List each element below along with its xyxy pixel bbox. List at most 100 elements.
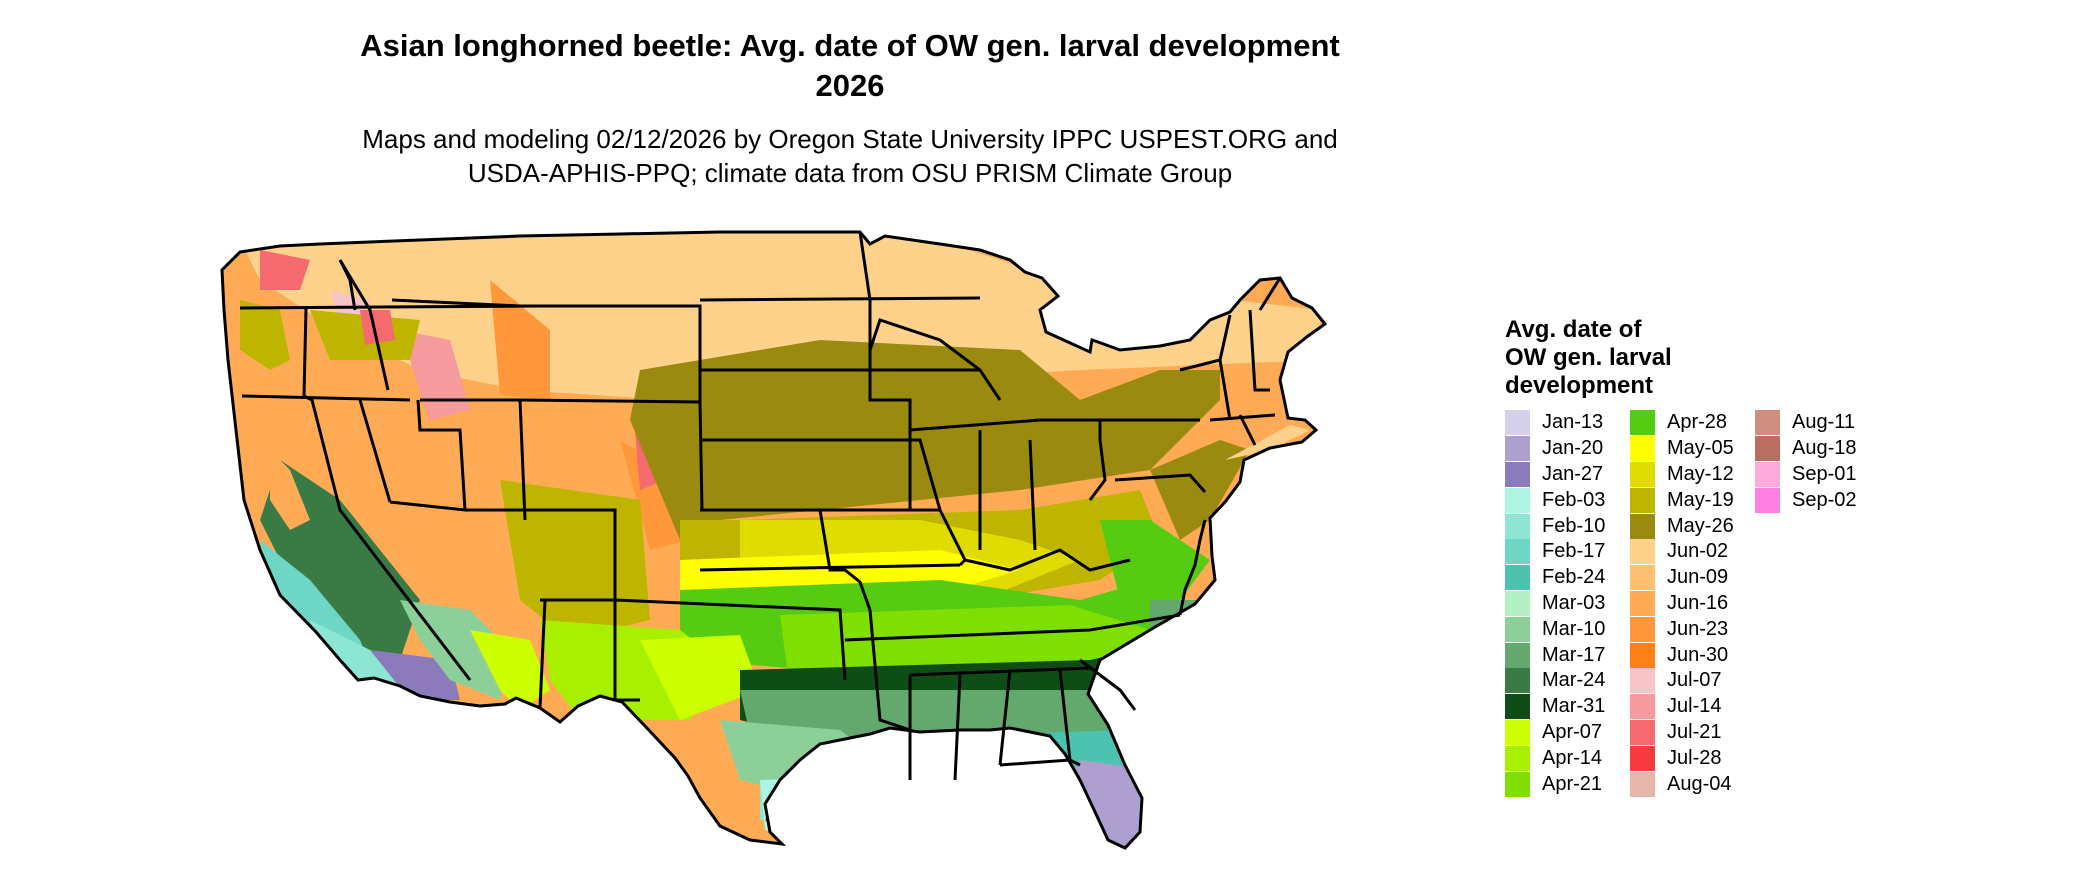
legend-label: Apr-28 [1667, 411, 1728, 434]
legend-item: Mar-31 [1505, 694, 1605, 720]
legend-label: Jan-27 [1542, 462, 1604, 485]
legend-item: Mar-03 [1505, 590, 1605, 617]
legend-swatch [1630, 694, 1655, 720]
legend-item: Jan-27 [1505, 461, 1605, 488]
legend-item: Feb-03 [1505, 487, 1605, 513]
legend-item: May-12 [1630, 461, 1734, 488]
legend-item: May-26 [1630, 513, 1734, 539]
legend-label: Sep-02 [1792, 488, 1857, 511]
legend-swatch [1505, 719, 1530, 745]
legend-item: Jul-14 [1630, 694, 1734, 720]
legend-swatch [1630, 719, 1655, 745]
legend-label: May-26 [1667, 514, 1734, 537]
legend-label: Sep-01 [1792, 462, 1857, 485]
legend-item: Apr-14 [1505, 745, 1605, 771]
legend-swatch [1505, 771, 1530, 797]
legend-label: Mar-24 [1542, 669, 1606, 692]
legend-swatch [1630, 668, 1655, 694]
legend-item: Aug-04 [1630, 771, 1734, 797]
legend-swatch [1755, 461, 1780, 487]
legend-item: May-05 [1630, 436, 1734, 462]
legend-swatch [1505, 616, 1530, 642]
legend-swatch [1505, 642, 1530, 668]
legend-label: May-12 [1667, 462, 1734, 485]
legend-swatch [1630, 590, 1655, 616]
legend-swatch [1755, 410, 1780, 436]
legend-item: Aug-11 [1755, 410, 1857, 436]
legend-label: Jul-07 [1667, 669, 1722, 692]
legend-swatch [1505, 513, 1530, 539]
legend-label: Feb-10 [1542, 514, 1606, 537]
legend-label: Jun-09 [1667, 566, 1729, 589]
legend-swatch [1505, 694, 1530, 720]
legend-label: Feb-17 [1542, 540, 1606, 563]
legend-label: Apr-21 [1542, 772, 1603, 795]
development-zones [222, 232, 1325, 848]
legend-column-1: Jan-13 Jan-20 Jan-27 Feb-03 Feb-10 Feb-1… [1505, 410, 1605, 797]
legend-title-line-2: OW gen. larval [1505, 344, 1672, 371]
legend-item: Sep-01 [1755, 461, 1857, 488]
legend-item: Jul-21 [1630, 719, 1734, 746]
legend-item: Apr-28 [1630, 410, 1734, 436]
legend-item: Feb-10 [1505, 513, 1605, 539]
legend-item: Mar-10 [1505, 616, 1605, 642]
legend-item: Jun-30 [1630, 642, 1734, 668]
legend-label: Feb-03 [1542, 488, 1606, 511]
legend-item: Aug-18 [1755, 436, 1857, 462]
legend-label: Aug-11 [1792, 411, 1856, 434]
legend-item: Apr-21 [1505, 771, 1605, 797]
legend-label: May-05 [1667, 437, 1734, 460]
legend-label: Aug-18 [1792, 437, 1857, 460]
legend-swatch [1630, 565, 1655, 591]
legend-column-3: Aug-11 Aug-18 Sep-01 Sep-02 [1755, 410, 1857, 513]
legend-item: Jun-23 [1630, 616, 1734, 642]
legend-label: Mar-31 [1542, 695, 1606, 718]
legend-item: Mar-17 [1505, 642, 1605, 668]
map-credit-line-1: Maps and modeling 02/12/2026 by Oregon S… [362, 124, 1338, 154]
legend-swatch [1630, 771, 1655, 797]
legend-label: Jun-02 [1667, 540, 1729, 563]
us-map [220, 230, 1327, 850]
legend-swatch [1630, 461, 1655, 487]
map-title: Asian longhorned beetle: Avg. date of OW… [360, 28, 1340, 63]
legend-swatch [1630, 745, 1655, 771]
legend-item: Feb-17 [1505, 539, 1605, 565]
legend-item: Jan-13 [1505, 410, 1605, 436]
legend-label: Mar-17 [1542, 643, 1606, 666]
legend-item: Jun-09 [1630, 565, 1734, 591]
legend-column-2: Apr-28 May-05 May-12 May-19 May-26 Jun-0… [1630, 410, 1734, 797]
legend-swatch [1630, 616, 1655, 642]
legend-swatch [1505, 668, 1530, 694]
legend-item: Jun-02 [1630, 539, 1734, 565]
legend-swatch [1630, 513, 1655, 539]
legend-swatch [1505, 461, 1530, 487]
legend-item: Jul-28 [1630, 745, 1734, 771]
legend-label: Feb-24 [1542, 566, 1606, 589]
legend-swatch [1755, 487, 1780, 513]
legend-label: Aug-04 [1667, 772, 1732, 795]
legend-label: Jul-21 [1667, 720, 1722, 743]
legend-item: Apr-07 [1505, 719, 1605, 746]
legend-item: Jan-20 [1505, 436, 1605, 462]
legend-swatch [1505, 487, 1530, 513]
legend-label: Jun-23 [1667, 617, 1729, 640]
legend-swatch [1505, 436, 1530, 462]
legend-swatch [1630, 436, 1655, 462]
legend-swatch [1505, 410, 1530, 436]
legend-swatch [1630, 410, 1655, 436]
legend-label: Apr-14 [1542, 746, 1603, 769]
legend-swatch [1505, 539, 1530, 565]
legend-item: Feb-24 [1505, 565, 1605, 591]
legend-swatch [1505, 565, 1530, 591]
legend-label: Jan-13 [1542, 411, 1604, 434]
legend-label: Jun-30 [1667, 643, 1729, 666]
legend-label: Jun-16 [1667, 591, 1729, 614]
map-credit-line-2: USDA-APHIS-PPQ; climate data from OSU PR… [467, 158, 1233, 188]
legend-title-line-3: development [1505, 372, 1654, 399]
legend-item: Jun-16 [1630, 590, 1734, 617]
legend-label: May-19 [1667, 488, 1734, 511]
map-year: 2026 [815, 68, 885, 103]
legend-title-line-1: Avg. date of [1505, 316, 1642, 343]
legend-swatch [1630, 642, 1655, 668]
legend-label: Jan-20 [1542, 437, 1604, 460]
